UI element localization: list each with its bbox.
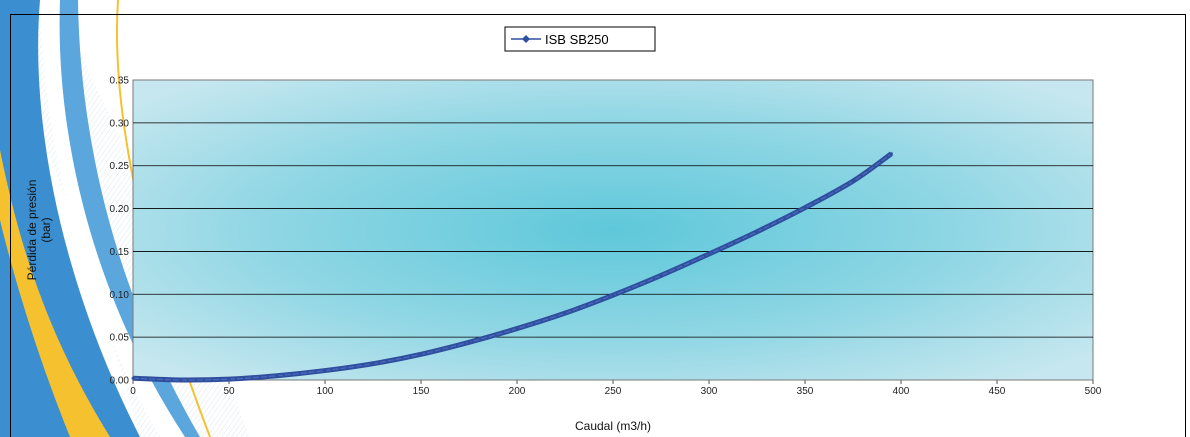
y-tick-label: 0.25: [110, 161, 130, 172]
data-point: [227, 377, 231, 381]
data-point: [179, 378, 183, 382]
data-point: [275, 374, 279, 378]
y-tick-label: 0.15: [110, 247, 130, 258]
y-axis-title: Pérdida de presión (bar): [25, 180, 53, 281]
x-tick-label: 250: [605, 386, 622, 397]
y-axis-ticks: 0.00 0.05 0.10 0.15 0.20 0.25 0.30 0.35: [110, 76, 130, 387]
grid-lines: [133, 122, 1093, 338]
legend: ISB SB250: [504, 26, 656, 52]
y-tick-label: 0.30: [110, 118, 130, 129]
data-point: [611, 293, 615, 297]
blue-swoosh-inner: [59, 0, 200, 437]
data-point: [851, 179, 855, 183]
data-point: [467, 340, 471, 344]
x-tick-label: 50: [223, 386, 235, 397]
white-swoosh: [40, 0, 185, 437]
x-tick-label: 100: [317, 386, 334, 397]
plot-area: [132, 79, 1094, 381]
data-point: [323, 369, 327, 373]
data-point: [563, 311, 567, 315]
x-tick-label: 400: [893, 386, 910, 397]
x-tick-label: 500: [1085, 386, 1102, 397]
data-point: [889, 152, 893, 156]
x-tick-label: 150: [413, 386, 430, 397]
chart-frame: [10, 14, 1186, 437]
data-point: [515, 327, 519, 331]
y-tick-label: 0.20: [110, 204, 130, 215]
y-tick-label: 0.35: [110, 76, 130, 87]
legend-series-label: ISB SB250: [545, 32, 609, 47]
data-point: [755, 230, 759, 234]
data-point: [131, 376, 135, 380]
x-axis-title: Caudal (m3/h): [575, 419, 651, 433]
x-tick-label: 200: [509, 386, 526, 397]
x-tick-label: 350: [797, 386, 814, 397]
y-tick-label: 0.00: [110, 376, 130, 387]
y-axis-title-line-2: (bar): [39, 217, 53, 242]
series-group: [131, 151, 893, 383]
y-tick-label: 0.10: [110, 290, 130, 301]
legend-marker-swatch: [522, 35, 530, 43]
x-axis-ticks: 0 50 100 150 200 250 300 350 400 450 500: [130, 380, 1102, 397]
y-axis-title-line-1: Pérdida de presión: [25, 180, 39, 281]
yellow-swoosh: [0, 150, 110, 437]
x-tick-label: 0: [130, 386, 136, 397]
data-point: [659, 273, 663, 277]
data-point: [371, 362, 375, 366]
x-tick-label: 300: [701, 386, 718, 397]
data-point: [803, 206, 807, 210]
x-tick-label: 450: [989, 386, 1006, 397]
data-point: [419, 352, 423, 356]
y-tick-label: 0.05: [110, 333, 130, 344]
data-point: [707, 252, 711, 256]
